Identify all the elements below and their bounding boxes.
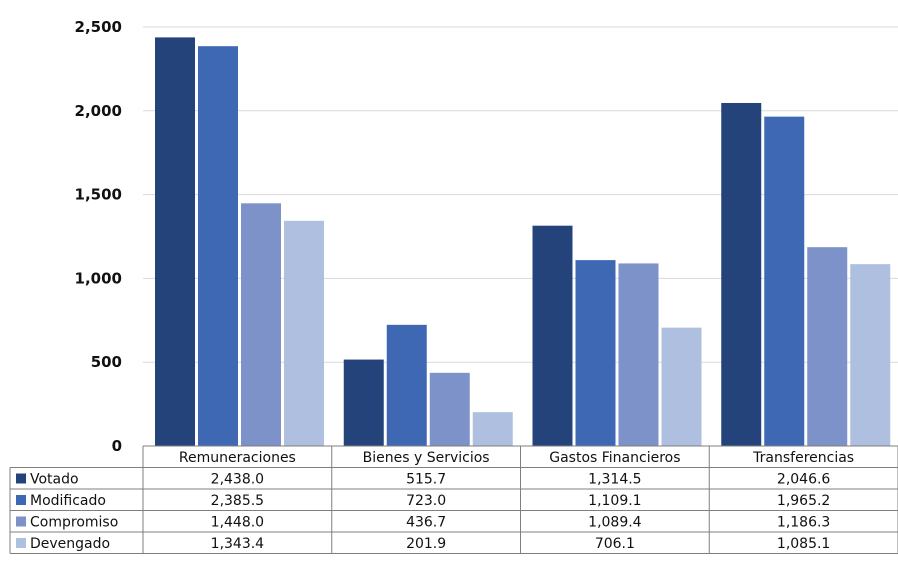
data-label: 1,965.2: [777, 493, 830, 509]
y-tick-label: 2,500: [75, 18, 122, 36]
category-label: Transferencias: [752, 450, 854, 466]
category-label: Gastos Financieros: [549, 450, 680, 466]
bar-compromiso-4: [807, 247, 848, 446]
y-axis: 0 500 1,000 1,500 2,000 2,500: [75, 18, 122, 455]
bar-votado-2: [343, 359, 384, 446]
y-tick-label: 1,500: [75, 186, 122, 204]
data-label: 436.7: [406, 515, 446, 531]
bar-modificado-1: [198, 46, 238, 447]
data-label: 201.9: [406, 536, 446, 552]
bar-compromiso-1: [241, 203, 281, 446]
bar-modificado-4: [764, 116, 805, 446]
legend-swatch: [16, 538, 26, 548]
data-label: 1,085.1: [777, 536, 830, 552]
legend-label: Modificado: [30, 493, 106, 509]
data-label: 1,089.4: [588, 515, 642, 531]
data-label: 706.1: [595, 536, 635, 552]
bars: [155, 37, 891, 447]
legend-label: Devengado: [30, 536, 110, 552]
legend-swatch: [16, 516, 26, 527]
bar-compromiso-3: [618, 263, 659, 446]
bar-devengado-4: [850, 264, 891, 446]
legend-label: Votado: [30, 472, 79, 488]
y-tick-label: 2,000: [75, 102, 122, 120]
category-label: Remuneraciones: [179, 450, 296, 466]
data-label: 1,109.1: [588, 493, 641, 509]
data-label: 2,438.0: [211, 472, 264, 488]
bar-votado-4: [721, 102, 762, 446]
data-table: Remuneraciones Bienes y Servicios Gastos F…: [9, 445, 898, 554]
legend-swatch: [16, 495, 26, 505]
bar-modificado-3: [575, 260, 616, 446]
y-tick-label: 1,000: [75, 269, 122, 287]
data-label: 515.7: [406, 472, 446, 488]
bar-votado-3: [532, 225, 573, 446]
bar-modificado-2: [386, 324, 427, 446]
data-label: 2,385.5: [211, 493, 264, 509]
bar-devengado-1: [284, 220, 324, 446]
bar-compromiso-2: [429, 372, 470, 446]
category-label: Bienes y Servicios: [363, 450, 490, 466]
legend-label: Compromiso: [30, 515, 118, 531]
data-label: 1,343.4: [211, 536, 265, 552]
bar-devengado-2: [472, 412, 513, 446]
data-label: 1,448.0: [211, 515, 264, 531]
data-label: 2,046.6: [777, 472, 831, 488]
y-tick-label: 500: [91, 353, 122, 371]
y-tick-label: 0: [112, 437, 122, 455]
bar-votado-1: [155, 37, 195, 446]
data-label: 1,186.3: [777, 515, 830, 531]
legend-swatch: [16, 473, 26, 484]
bar-devengado-3: [661, 327, 702, 446]
data-label: 723.0: [406, 493, 446, 509]
data-label: 1,314.5: [588, 472, 641, 488]
